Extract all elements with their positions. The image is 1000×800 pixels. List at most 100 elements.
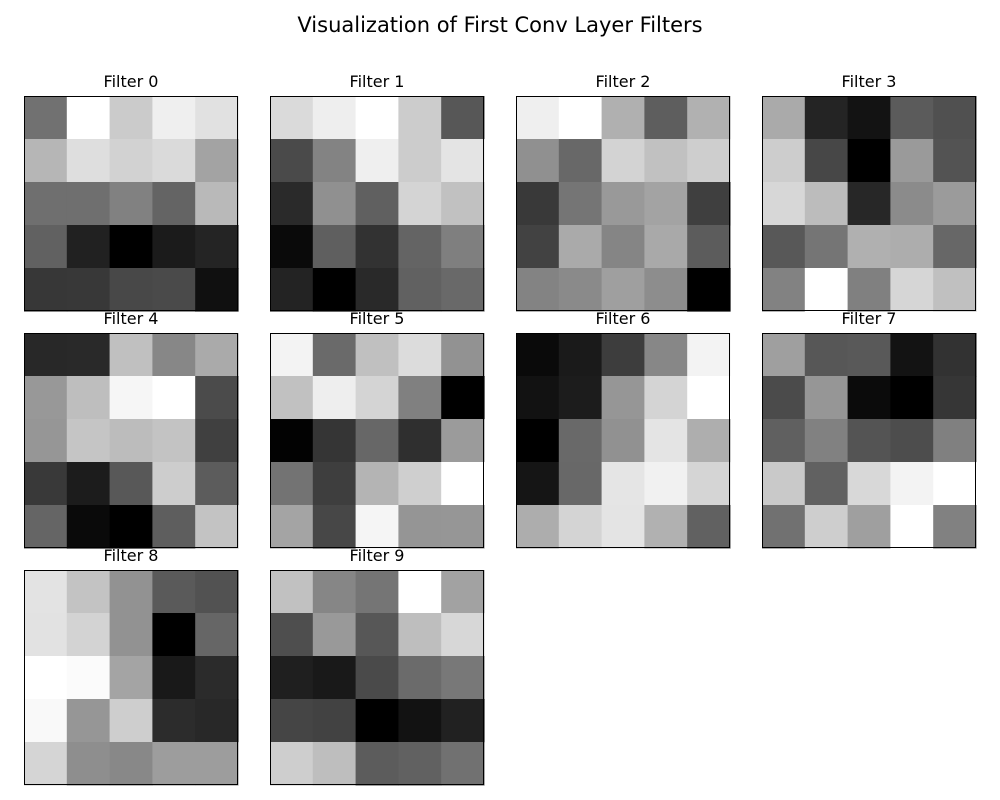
filter-cell — [516, 139, 560, 183]
filter-cell — [152, 139, 196, 183]
filter-cell — [24, 419, 68, 463]
filter-cell — [312, 742, 357, 786]
filter-cell — [687, 505, 731, 549]
filter-cell — [270, 613, 314, 657]
filter-cell — [933, 505, 977, 549]
filter-cell — [516, 376, 560, 420]
filter-cell — [441, 699, 485, 743]
filter-cell — [152, 96, 196, 140]
filter-heatmap — [762, 96, 977, 312]
figure-title: Visualization of First Conv Layer Filter… — [297, 13, 703, 37]
filter-cell — [762, 333, 806, 377]
filter-cell — [398, 742, 442, 786]
filter-cell — [558, 182, 603, 226]
filter-frame — [270, 96, 484, 311]
filter-cell — [152, 656, 196, 700]
filter-cell — [441, 182, 485, 226]
filter-title: Filter 9 — [349, 546, 405, 565]
filter-cell — [312, 376, 357, 420]
filter-cell — [195, 742, 239, 786]
filter-cell — [516, 419, 560, 463]
filter-panel: Filter 9 — [270, 544, 485, 786]
filter-cell — [890, 505, 934, 549]
filter-cell — [398, 139, 442, 183]
filter-cell — [601, 268, 645, 312]
filter-cell — [516, 268, 560, 312]
filter-cell — [66, 505, 111, 549]
filter-cell — [398, 656, 442, 700]
filter-cell — [355, 656, 399, 700]
filter-cell — [847, 225, 891, 269]
filter-cell — [24, 333, 68, 377]
filter-title: Filter 1 — [349, 72, 405, 91]
filter-frame — [24, 96, 238, 311]
filter-cell — [355, 268, 399, 312]
filter-heatmap — [516, 96, 731, 312]
filter-cell — [601, 139, 645, 183]
filter-cell — [109, 656, 153, 700]
filter-cell — [66, 225, 111, 269]
filter-cell — [195, 96, 239, 140]
filter-heatmap — [270, 96, 485, 312]
filter-cell — [195, 139, 239, 183]
filter-cell — [558, 419, 603, 463]
filter-frame — [762, 96, 976, 311]
filter-cell — [558, 225, 603, 269]
filter-cell — [516, 462, 560, 506]
filter-panel: Filter 6 — [516, 307, 731, 549]
filter-cell — [687, 462, 731, 506]
filter-cell — [933, 419, 977, 463]
filter-cell — [804, 333, 849, 377]
filter-cell — [441, 376, 485, 420]
filter-cell — [355, 419, 399, 463]
filter-cell — [24, 656, 68, 700]
filter-cell — [558, 96, 603, 140]
filter-heatmap — [24, 570, 239, 786]
filter-cell — [890, 139, 934, 183]
filter-cell — [890, 268, 934, 312]
filter-cell — [109, 570, 153, 614]
filter-cell — [66, 742, 111, 786]
filter-cell — [109, 699, 153, 743]
filter-cell — [195, 656, 239, 700]
filter-cell — [195, 333, 239, 377]
filter-cell — [804, 462, 849, 506]
filter-frame — [762, 333, 976, 548]
filter-cell — [644, 268, 688, 312]
filter-cell — [441, 742, 485, 786]
filter-cell — [66, 376, 111, 420]
filter-cell — [558, 505, 603, 549]
filter-cell — [804, 505, 849, 549]
filter-heatmap — [270, 333, 485, 549]
filter-cell — [398, 182, 442, 226]
filter-heatmap — [762, 333, 977, 549]
filter-cell — [152, 613, 196, 657]
filter-cell — [270, 333, 314, 377]
filter-cell — [847, 96, 891, 140]
filter-title: Filter 5 — [349, 309, 405, 328]
filter-cell — [312, 139, 357, 183]
filter-heatmap — [270, 570, 485, 786]
filter-cell — [66, 139, 111, 183]
filter-cell — [152, 742, 196, 786]
filter-cell — [355, 333, 399, 377]
filter-cell — [762, 419, 806, 463]
filter-cell — [152, 333, 196, 377]
filter-cell — [644, 462, 688, 506]
filter-cell — [355, 742, 399, 786]
filter-panel: Filter 7 — [762, 307, 977, 549]
filter-cell — [109, 419, 153, 463]
filter-cell — [847, 139, 891, 183]
filter-cell — [195, 570, 239, 614]
filter-cell — [441, 333, 485, 377]
filter-cell — [66, 613, 111, 657]
filter-cell — [687, 419, 731, 463]
filter-cell — [66, 96, 111, 140]
filter-cell — [441, 139, 485, 183]
filter-cell — [109, 225, 153, 269]
filter-heatmap — [24, 333, 239, 549]
filter-cell — [804, 419, 849, 463]
filter-cell — [687, 268, 731, 312]
